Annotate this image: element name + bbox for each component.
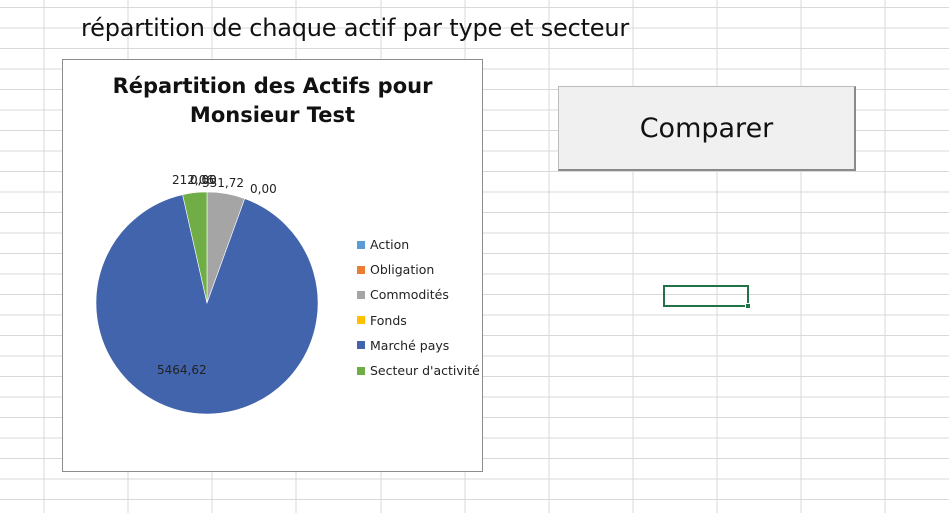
- legend-label: Obligation: [370, 262, 435, 278]
- legend-item-obligation[interactable]: Obligation: [357, 257, 480, 282]
- sheet-heading: répartition de chaque actif par type et …: [81, 14, 630, 42]
- data-label-secteur-d-activit-: 212,06: [172, 173, 214, 187]
- legend-item-action[interactable]: Action: [357, 232, 480, 257]
- legend-label: Secteur d'activité: [370, 363, 480, 379]
- legend-swatch: [357, 240, 365, 249]
- legend-label: Fonds: [370, 312, 407, 328]
- legend-swatch: [357, 290, 365, 299]
- legend-swatch: [357, 366, 365, 375]
- legend-item-fonds[interactable]: Fonds: [357, 308, 480, 333]
- legend-item-secteur-d-activit-[interactable]: Secteur d'activité: [357, 358, 480, 383]
- compare-button[interactable]: Comparer: [558, 86, 856, 171]
- data-label-march-pays: 5464,62: [157, 363, 207, 377]
- pie-slice-march-pays[interactable]: [95, 194, 319, 415]
- legend-item-march-pays[interactable]: Marché pays: [357, 333, 480, 358]
- data-label-fonds: 0,00: [250, 182, 277, 196]
- legend-label: Marché pays: [370, 337, 450, 353]
- legend-swatch: [357, 341, 365, 350]
- pie-slice-secteur-d-activit-[interactable]: [182, 191, 208, 304]
- legend-item-commodit-s[interactable]: Commodités: [357, 282, 480, 307]
- legend-swatch: [357, 265, 365, 274]
- legend-swatch: [357, 316, 365, 325]
- chart-title-line-1: Répartition des Actifs pour: [112, 74, 433, 98]
- data-label-action: 0,00: [190, 173, 217, 187]
- selected-cell[interactable]: [663, 285, 749, 307]
- data-label-obligation: 0,00: [190, 173, 217, 187]
- chart-legend: Action Obligation Commodités Fonds Marché pa…: [357, 232, 480, 383]
- legend-label: Commodités: [370, 287, 449, 303]
- legend-label: Action: [370, 237, 410, 253]
- pie-chart[interactable]: Répartition des Actifs pour Monsieur Tes…: [62, 59, 483, 472]
- chart-title: Répartition des Actifs pour Monsieur Tes…: [63, 72, 482, 130]
- chart-title-line-2: Monsieur Test: [189, 103, 356, 127]
- fill-handle[interactable]: [745, 303, 751, 309]
- data-label-commodit-s: 331,72: [202, 176, 244, 190]
